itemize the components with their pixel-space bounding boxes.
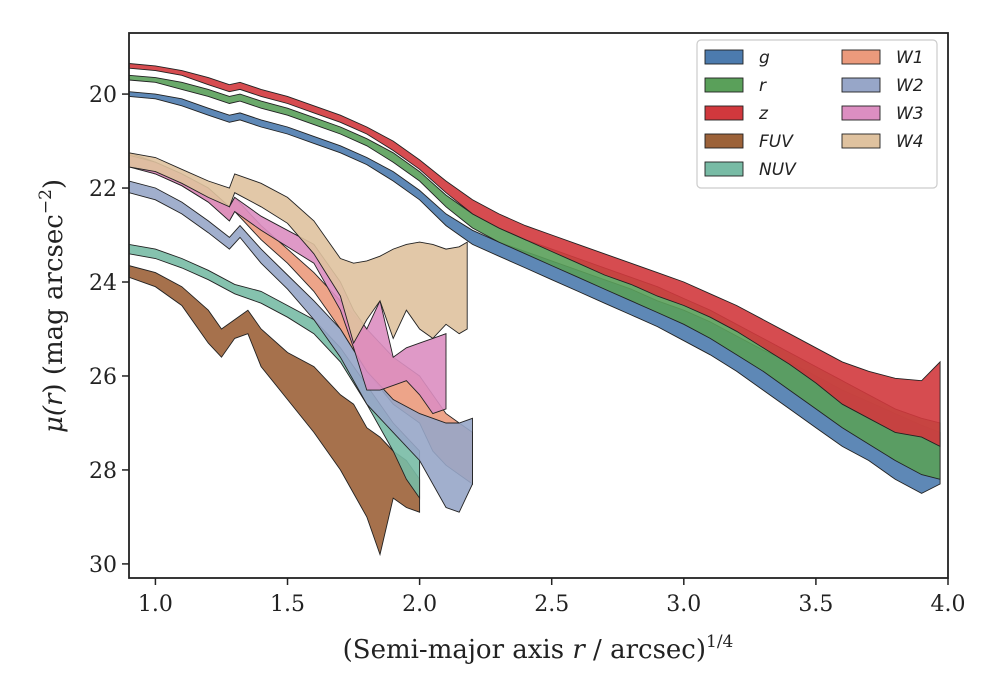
band-fuv: [129, 265, 421, 557]
y-tick-label: 28: [89, 459, 117, 484]
legend-label-nuv: NUV: [759, 160, 797, 180]
legend-frame: [696, 39, 938, 189]
legend-swatch-w1: [841, 49, 881, 65]
x-axis-ticks: 1.0 1.5 2.0 2.5 3.0 3.5 4.0: [138, 578, 966, 617]
x-tick-label: 3.5: [798, 592, 833, 617]
legend-swatch-fuv: [704, 133, 744, 149]
y-tick-label: 20: [89, 83, 117, 108]
band-nuv: [129, 243, 421, 500]
profile-bands: [129, 63, 941, 557]
legend-label-w4: W4: [896, 132, 924, 152]
legend-label-w2: W2: [896, 76, 924, 96]
band-w3: [129, 154, 447, 415]
legend-label-z: z: [758, 104, 769, 124]
x-tick-label: 2.5: [534, 592, 569, 617]
x-tick-label: 2.0: [402, 592, 437, 617]
legend-label-r: r: [759, 76, 767, 96]
x-tick-label: 4.0: [931, 592, 966, 617]
x-axis-label: (Semi-major axis r / arcsec)1/4: [343, 632, 734, 665]
legend-label-w1: W1: [896, 48, 924, 68]
legend-label-fuv: FUV: [759, 132, 794, 152]
legend-swatch-z: [704, 105, 744, 121]
band-w2: [129, 180, 473, 513]
y-tick-label: 30: [89, 553, 117, 578]
y-tick-label: 26: [89, 365, 117, 390]
band-w4: [129, 152, 468, 345]
x-tick-label: 3.0: [666, 592, 701, 617]
band-g: [129, 91, 941, 494]
y-axis-ticks: 20 22 24 26 28 30: [89, 83, 129, 578]
x-tick-label: 1.5: [270, 592, 305, 617]
x-tick-label: 1.0: [138, 592, 173, 617]
legend-swatch-nuv: [704, 161, 744, 177]
y-tick-label: 22: [89, 177, 117, 202]
legend-label-g: g: [759, 48, 770, 68]
legend-swatch-w2: [841, 77, 881, 93]
legend-swatch-r: [704, 77, 744, 93]
legend: grz FUV NUV W1 W2 W3 W4: [696, 39, 938, 189]
y-tick-label: 24: [89, 271, 117, 296]
legend-label-w3: W3: [896, 104, 924, 124]
legend-swatch-w3: [841, 105, 881, 121]
legend-swatch-g: [704, 49, 744, 65]
legend-swatch-w4: [841, 133, 881, 149]
band-z: [129, 63, 941, 448]
plot-frame: [128, 32, 949, 579]
y-axis-label: μ(r) (mag arcsec−2): [36, 179, 69, 433]
band-r: [129, 74, 941, 480]
